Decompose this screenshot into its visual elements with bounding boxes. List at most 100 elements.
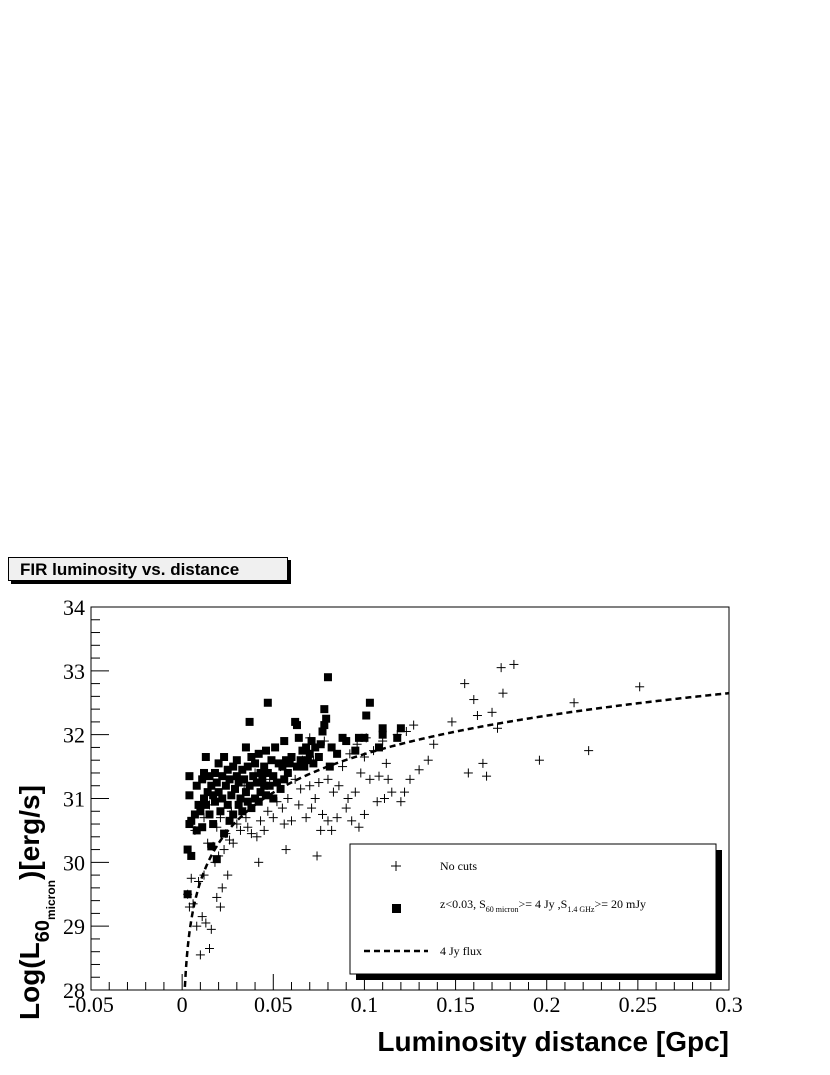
cross-point (328, 787, 338, 797)
square-point (311, 743, 320, 752)
square-point (396, 724, 405, 733)
legend-square-label: z<0.03, S60 micron>= 4 Jy ,S1.4 GHz>= 20… (440, 897, 646, 914)
cross-point (338, 762, 348, 772)
cross-point (341, 803, 351, 813)
cross-point (232, 819, 242, 829)
square-points (183, 673, 405, 899)
square-point (296, 756, 305, 765)
square-point (200, 768, 209, 777)
square-point (216, 807, 225, 816)
square-point (207, 781, 216, 790)
cross-point (423, 755, 433, 765)
square-point (234, 800, 243, 809)
square-point (190, 810, 199, 819)
cross-point (469, 695, 479, 705)
cross-point (256, 816, 266, 826)
cross-point (277, 803, 287, 813)
square-point (243, 762, 252, 771)
square-point (261, 791, 270, 800)
square-point (280, 737, 289, 746)
cross-point (332, 813, 342, 823)
cross-point (414, 765, 424, 775)
square-point (210, 768, 219, 777)
cross-point (343, 794, 353, 803)
cross-point (381, 758, 391, 768)
legend-box (349, 843, 717, 975)
cross-point (195, 950, 205, 960)
square-point (205, 772, 214, 781)
y-tick-label: 32 (63, 723, 85, 748)
cross-point (569, 698, 579, 708)
cross-point (359, 809, 369, 819)
x-tick-label: 0.1 (351, 992, 379, 1017)
square-point (320, 721, 329, 730)
square-point (201, 800, 210, 809)
square-point (200, 794, 209, 803)
y-tick-label: 34 (63, 595, 85, 620)
cross-point (235, 825, 245, 835)
cross-point (294, 800, 304, 810)
cross-point (283, 794, 293, 803)
x-axis-title: Luminosity distance [Gpc] (377, 1026, 729, 1057)
square-point (305, 749, 314, 758)
cross-point (223, 870, 233, 880)
square-point (267, 756, 276, 765)
square-point (375, 743, 384, 752)
square-point (362, 711, 371, 720)
cross-point (188, 899, 198, 909)
square-point (225, 775, 234, 784)
square-point (209, 791, 218, 800)
y-tick-label: 33 (63, 659, 85, 684)
square-point (318, 727, 327, 736)
x-tick-label: 0 (177, 992, 188, 1017)
square-point (294, 733, 303, 742)
square-point (229, 810, 238, 819)
square-point (333, 749, 342, 758)
cross-point (217, 883, 227, 893)
square-point (227, 791, 236, 800)
square-point (232, 756, 241, 765)
square-point (221, 781, 230, 790)
square-point (252, 778, 261, 787)
square-point (236, 794, 245, 803)
square-point (314, 753, 323, 762)
square-point (292, 762, 301, 771)
square-point (183, 890, 192, 899)
cross-point (447, 717, 457, 727)
square-point (269, 794, 278, 803)
square-point (292, 721, 301, 730)
cross-point (492, 723, 502, 733)
cross-point (498, 688, 508, 698)
cross-point (379, 794, 389, 803)
square-point (260, 781, 269, 790)
square-point (192, 781, 201, 790)
cross-point (472, 711, 482, 721)
square-point (360, 733, 369, 742)
cross-point (356, 768, 366, 778)
square-point (278, 762, 287, 771)
square-point (201, 753, 210, 762)
square-point (234, 778, 243, 787)
cross-point (268, 813, 278, 823)
square-point (212, 778, 221, 787)
cross-point (212, 892, 222, 902)
cross-point (305, 781, 315, 791)
square-point (196, 807, 205, 816)
cross-point (215, 902, 225, 912)
square-point (272, 778, 281, 787)
y-tick-label: 29 (63, 914, 85, 939)
square-point (354, 733, 363, 742)
cross-point (387, 787, 397, 797)
square-point (220, 753, 229, 762)
square-point (320, 705, 329, 714)
cross-point (252, 832, 262, 842)
square-point (378, 730, 387, 739)
cross-point (219, 845, 229, 855)
square-point (307, 737, 316, 746)
square-point (207, 842, 216, 851)
square-point (214, 788, 223, 797)
square-point (214, 759, 223, 768)
square-point (183, 845, 192, 854)
cross-point (327, 825, 337, 835)
